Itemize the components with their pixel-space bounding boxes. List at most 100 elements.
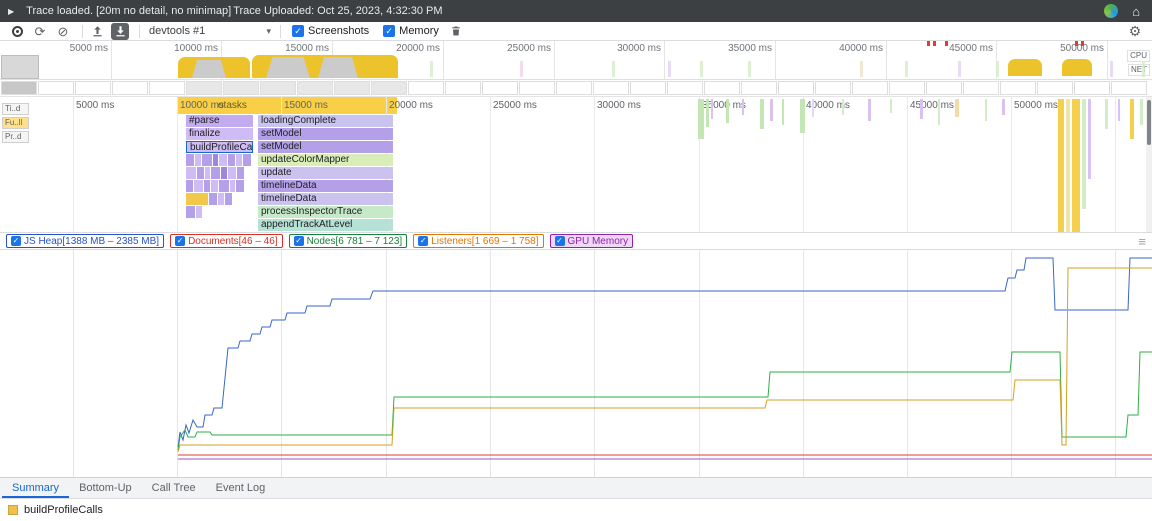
tab-summary[interactable]: Summary	[2, 478, 70, 498]
screenshot-frame[interactable]	[630, 81, 666, 95]
screenshots-checkbox[interactable]: ✓	[292, 25, 304, 37]
upload-icon[interactable]	[88, 23, 106, 40]
screenshot-frame[interactable]	[260, 81, 296, 95]
flame-fragment	[236, 180, 244, 192]
flame-fragment	[213, 154, 218, 166]
screenshot-frame[interactable]	[1, 81, 37, 95]
flame-scrollbar[interactable]	[1146, 97, 1152, 232]
screenshot-frame[interactable]	[556, 81, 592, 95]
minimap-tick-label: 50000 ms	[1060, 43, 1104, 54]
memory-counter-gpu-memory[interactable]: ✓ GPU Memory	[549, 234, 634, 248]
memory-counter-nodes[interactable]: ✓ Nodes[6 781 – 7 123]	[288, 234, 408, 248]
minimap-activity-tick	[1110, 61, 1113, 77]
memchart-gridline	[1011, 250, 1012, 477]
screenshots-toggle[interactable]: ✓ Screenshots	[292, 25, 369, 37]
track-label-pr-d[interactable]: Pr..d	[2, 131, 29, 143]
screenshot-filmstrip[interactable]	[0, 80, 1152, 97]
memory-counter-listeners[interactable]: ✓ Listeners[1 669 – 1 758]	[413, 234, 544, 248]
screenshot-frame[interactable]	[38, 81, 74, 95]
flame-bar-setmodel[interactable]: setModel	[258, 141, 393, 153]
screenshot-frame[interactable]	[815, 81, 851, 95]
screenshot-frame[interactable]	[445, 81, 481, 95]
screenshot-frame[interactable]	[112, 81, 148, 95]
tab-event-log[interactable]: Event Log	[215, 482, 266, 494]
flame-bar-setmodel[interactable]: setModel	[258, 128, 393, 140]
counter-checkbox[interactable]: ✓	[11, 236, 21, 246]
minimap-tick-label: 40000 ms	[839, 43, 883, 54]
counter-checkbox[interactable]: ✓	[293, 236, 304, 246]
record-button[interactable]	[8, 23, 26, 40]
tab-call-tree[interactable]: Call Tree	[151, 482, 196, 494]
selected-event-name[interactable]: buildProfileCalls	[24, 504, 103, 516]
scrollbar-thumb[interactable]	[1147, 100, 1151, 145]
minimap-tick-label: 10000 ms	[174, 43, 218, 54]
flame-bar-buildprofilecalls[interactable]: buildProfileCalls	[186, 141, 253, 153]
gear-icon[interactable]: ⚙	[1128, 22, 1142, 39]
screenshot-frame[interactable]	[667, 81, 703, 95]
track-label-fu-ll[interactable]: Fu..ll	[2, 117, 29, 129]
download-icon[interactable]	[111, 22, 129, 40]
screenshot-frame[interactable]	[519, 81, 555, 95]
flame-bar-update[interactable]: update	[258, 167, 393, 179]
screenshot-frame[interactable]	[1074, 81, 1110, 95]
flame-bar-timelinedata[interactable]: timelineData	[258, 193, 393, 205]
reload-icon[interactable]: ⟳	[34, 23, 46, 39]
collect-garbage-icon[interactable]	[447, 23, 465, 40]
clear-icon[interactable]: ⊘	[57, 23, 69, 39]
screenshot-frame[interactable]	[704, 81, 740, 95]
screenshot-frame[interactable]	[75, 81, 111, 95]
screenshot-frame[interactable]	[1000, 81, 1036, 95]
toolbar-divider	[139, 24, 140, 38]
screenshot-frame[interactable]	[482, 81, 518, 95]
flame-bar-timelinedata[interactable]: timelineData	[258, 180, 393, 192]
screenshot-frame[interactable]	[371, 81, 407, 95]
screenshot-frame[interactable]	[593, 81, 629, 95]
memory-counter-documents[interactable]: ✓ Documents[46 – 46]	[170, 234, 283, 248]
screenshot-frame[interactable]	[297, 81, 333, 95]
flame-bar-finalize[interactable]: finalize	[186, 128, 253, 140]
flame-fragment	[186, 154, 194, 166]
memory-checkbox[interactable]: ✓	[383, 25, 396, 37]
screenshot-frame[interactable]	[149, 81, 185, 95]
counter-checkbox[interactable]: ✓	[175, 236, 186, 246]
tab-bottom-up[interactable]: Bottom-Up	[79, 482, 132, 494]
minimap-marker	[933, 41, 936, 46]
flame-bar-appendtrackatlevel[interactable]: appendTrackAtLevel	[258, 219, 393, 231]
screenshot-frame[interactable]	[741, 81, 777, 95]
counter-label: JS Heap[1388 MB – 2385 MB]	[24, 235, 160, 247]
flame-activity-column	[698, 99, 704, 139]
flame-chart[interactable]: 5000 ms 10000 ms 15000 ms 20000 ms 25000 ms 3…	[0, 97, 1152, 232]
screenshot-frame[interactable]	[852, 81, 888, 95]
trace-select[interactable]: devtools #1 ▾	[149, 25, 271, 37]
minimap-activity-shape	[318, 57, 358, 78]
screenshot-frame[interactable]	[1037, 81, 1073, 95]
avatar[interactable]	[1104, 4, 1119, 18]
screenshot-frame[interactable]	[889, 81, 925, 95]
home-icon[interactable]: ⌂	[1132, 3, 1140, 19]
flame-activity-column	[842, 99, 844, 115]
memory-toggle[interactable]: ✓ Memory	[383, 25, 439, 37]
screenshot-frame[interactable]	[186, 81, 222, 95]
counter-checkbox[interactable]: ✓	[418, 236, 429, 246]
screenshot-frame[interactable]	[963, 81, 999, 95]
flame-bar-loadingcomplete[interactable]: loadingComplete	[258, 115, 393, 127]
track-label-ti-d[interactable]: Ti..d	[2, 103, 29, 115]
screenshot-frame[interactable]	[223, 81, 259, 95]
screenshot-frame[interactable]	[408, 81, 444, 95]
flame-activity-column	[1072, 99, 1080, 232]
flame-bar-parse[interactable]: #parse	[186, 115, 253, 127]
flame-activity-column	[1002, 99, 1005, 115]
expand-icon[interactable]: ▶	[8, 6, 15, 16]
screenshot-frame[interactable]	[926, 81, 962, 95]
screenshot-frame[interactable]	[1111, 81, 1147, 95]
flame-bar-processinspectortrace[interactable]: processInspectorTrace	[258, 206, 393, 218]
screenshot-frame[interactable]	[778, 81, 814, 95]
flame-bar-updatecolormapper[interactable]: updateColorMapper	[258, 154, 393, 166]
memory-chart[interactable]	[0, 250, 1152, 477]
timeline-minimap[interactable]: CPU NET 5000 ms 10000 ms 15000 ms 20000 ms 2…	[0, 41, 1152, 80]
counter-checkbox[interactable]: ✓	[554, 236, 565, 246]
memory-counter-js-heap[interactable]: ✓ JS Heap[1388 MB – 2385 MB]	[6, 234, 165, 248]
counter-label: Nodes[6 781 – 7 123]	[306, 235, 403, 247]
screenshot-frame[interactable]	[334, 81, 370, 95]
menu-icon[interactable]: ≡	[1138, 234, 1146, 249]
